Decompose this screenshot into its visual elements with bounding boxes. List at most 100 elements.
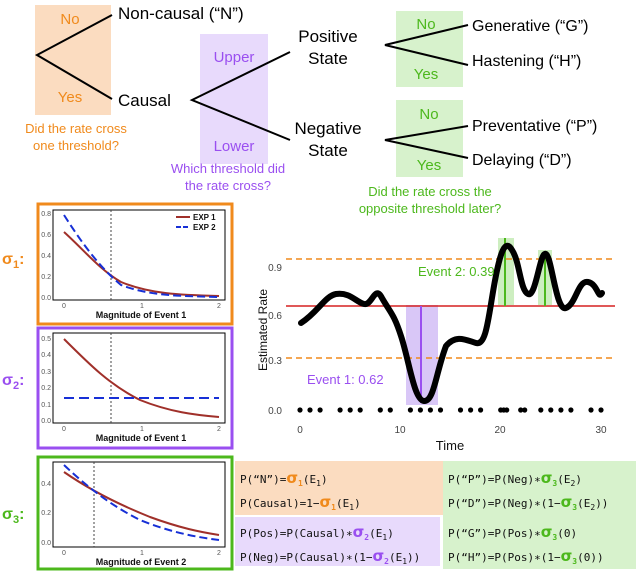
causal-label: Causal [118,91,171,110]
formula-part: 3 [552,533,558,543]
rate-ylabel: Estimated Rate [256,289,270,371]
opposite-question-line1: Did the rate cross the [368,184,492,199]
event-dot [347,407,353,413]
which-upper-label: Upper [214,49,255,66]
sigma2-label: σ2: [2,372,24,392]
negative-state-line1: Negative [294,119,361,138]
sigma2-plot-area [52,332,226,424]
formula-part: ) [387,527,394,540]
event-dot [457,407,464,413]
outcome-hastening: Hastening (“H”) [472,53,581,70]
formula-part: P(“N”)= [240,473,287,486]
sigma1-xticks: 0 1 2 [62,303,221,310]
opposite-yes-bottom: Yes [417,157,441,174]
formula-part: σ [319,493,332,511]
event-dot [468,407,474,413]
event-dot [518,407,524,413]
formula-part: (0)) [577,551,604,564]
root-question-line1: Did the rate cross [25,121,127,136]
event-dot [317,407,323,413]
opposite-question-line2: opposite threshold later? [359,201,501,216]
formula-part: 1 [349,503,355,513]
sigma3-xticks: 0 1 2 [62,550,221,557]
event-dot [568,407,574,413]
ytick: 0.0 [268,406,282,417]
ytick: 0.0 [41,295,51,302]
sigma2-panel-frame [36,326,234,450]
formula-part: (0) [557,527,578,540]
event-dot [337,407,343,413]
formula-p-neg: P(Neg)=P(Causal)∗(1−σ2(E1)) [240,547,420,566]
formula-part: (E [336,497,350,510]
formula-part: 2 [384,557,389,567]
sigma1-legend-exp2: EXP 2 [193,223,216,232]
formula-part: 1 [316,479,321,489]
sigma1-plot: 0.8 0.6 0.4 0.2 0.0 0 1 2 Magnitude of E… [41,209,226,320]
event-dot [548,407,554,413]
sigma2-plot: 0.5 0.4 0.3 0.2 0.1 0.0 0 1 2 Magnitude … [41,332,226,443]
event-dot [407,407,413,413]
formula-part: P(“D”)=P(Neg)∗(1− [448,497,561,510]
formula-p-n: P(“N”)=σ1(E1) [240,469,328,488]
formula-part: σ [286,469,299,487]
sigma3-plot-area [52,461,226,548]
event-dot [558,407,564,413]
ytick: 0.5 [41,336,51,343]
formula-box-green [443,461,636,569]
ytick: 0.2 [41,385,51,392]
formula-part: 3 [572,503,578,513]
ytick: 0.6 [268,311,282,322]
ytick: 0.1 [41,402,51,409]
event-dot [538,407,544,413]
formula-part: (E [388,551,403,564]
formula-part: σ [560,493,573,511]
event-dot [588,407,594,413]
ytick: 0.4 [41,352,51,359]
xtick: 1 [140,303,144,310]
sigma3-exp2-line [63,464,220,541]
xtick: 2 [217,426,221,433]
formula-part: (E [557,473,571,486]
sigma1-panel-frame [36,202,234,326]
which-question-line1: Which threshold did [171,161,285,176]
positive-state-line1: Positive [298,27,358,46]
root-no-label: No [60,11,79,28]
event-dot [598,407,604,413]
ytick: 0.0 [41,540,51,547]
formula-p-pos: P(Pos)=P(Causal)∗σ2(E1) [240,523,394,542]
xtick: 10 [394,425,406,436]
event-dot [377,407,383,413]
opposite-yes-top: Yes [414,66,438,83]
sigma1-exp2-line [63,214,220,298]
causal-branch [189,51,291,141]
xtick: 0 [62,303,66,310]
event-dot [504,407,510,413]
formula-part: 2 [570,479,576,489]
ytick: 0.3 [268,356,282,367]
sigma3-yticks: 0.4 0.2 0.0 [41,481,51,547]
sigma1-label: σ1: [2,251,24,271]
formula-part: P(Neg)=P(Causal)∗(1− [240,551,373,564]
formula-part: 1 [331,503,336,513]
sigma1-yticks: 0.8 0.6 0.4 0.2 0.0 [41,211,51,302]
positive-branch [384,24,469,66]
rate-curve [298,242,605,404]
sigma3-plot: 0.4 0.2 0.0 0 1 2 Magnitude of Event 2 [41,461,226,567]
negative-branch [384,125,469,159]
outcome-generative: Generative (“G”) [472,18,588,35]
sigma1-legend-exp1: EXP 1 [193,213,216,222]
xtick: 0 [62,550,66,557]
formula-part: 2 [590,503,596,513]
event-dot [417,407,423,413]
formula-part: )) [407,551,421,564]
event1-annotation: Event 1: 0.62 [307,372,384,387]
noncausal-label: Non-causal (“N”) [118,4,244,23]
ytick: 0.6 [41,232,51,239]
sigma3-xlabel: Magnitude of Event 2 [96,557,187,567]
xtick: 1 [140,426,144,433]
formula-p-d: P(“D”)=P(Neg)∗(1−σ3(E2)) [448,493,608,512]
event-dot [522,407,528,413]
xtick: 0 [62,426,66,433]
formula-part: (E [577,497,591,510]
